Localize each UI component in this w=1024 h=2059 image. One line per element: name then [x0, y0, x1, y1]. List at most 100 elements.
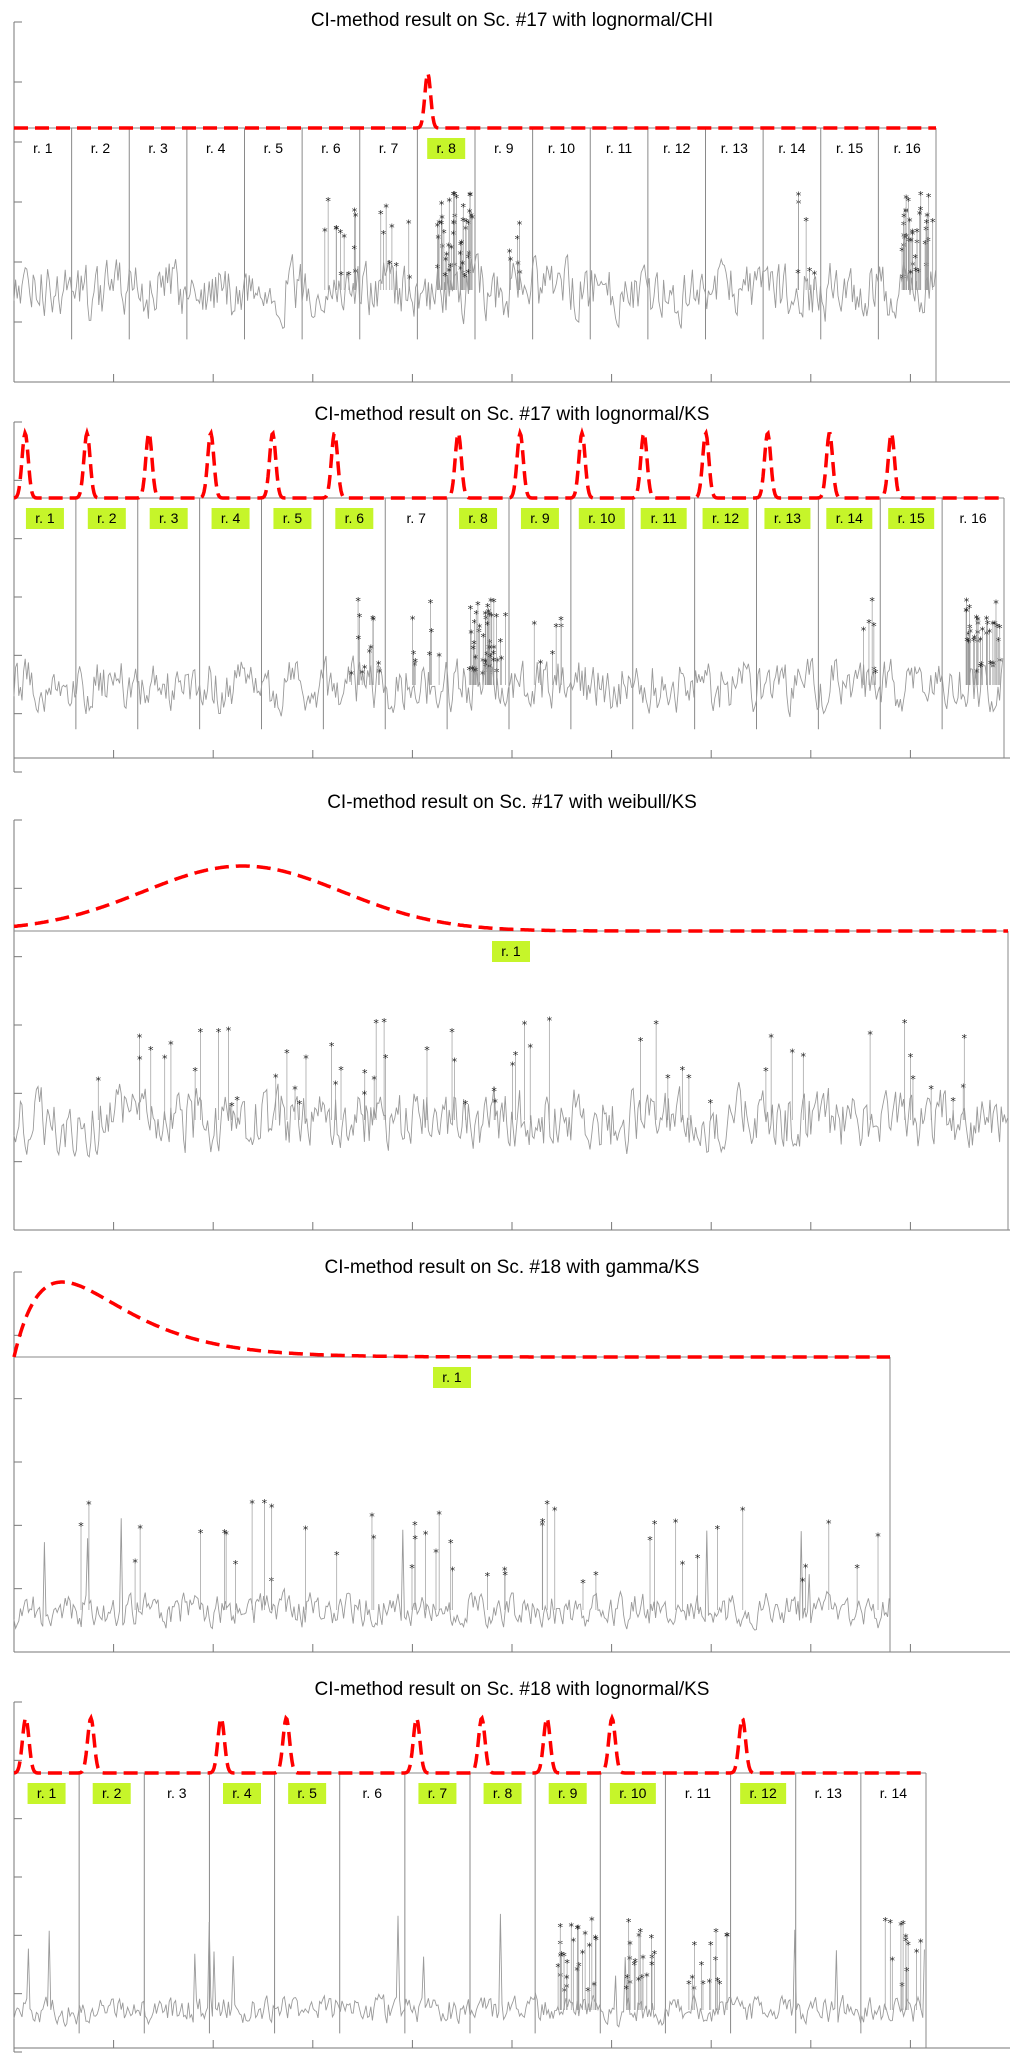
anomaly-marker: * [636, 1974, 642, 1987]
anomaly-marker: * [483, 660, 489, 673]
anomaly-marker: * [223, 1528, 229, 1541]
region-label: r. 10 [548, 140, 575, 156]
anomaly-marker: * [593, 1932, 599, 1945]
anomaly-marker: * [460, 258, 466, 271]
signal-series [13, 655, 1004, 718]
anomaly-marker: * [485, 1570, 491, 1583]
region-highlight [288, 1783, 327, 1804]
anomaly-marker: * [482, 656, 488, 669]
region-label: r. 13 [721, 140, 748, 156]
anomaly-marker: * [901, 211, 907, 224]
anomaly-marker: * [918, 204, 924, 217]
anomaly-marker: * [346, 269, 352, 282]
region-label: r. 14 [778, 140, 805, 156]
anomaly-marker: * [469, 212, 475, 225]
anomaly-marker: * [985, 618, 991, 631]
anomaly-marker: * [468, 628, 474, 641]
region-label: r. 4 [206, 140, 226, 156]
anomaly-marker: * [975, 618, 981, 631]
anomaly-marker: * [547, 1014, 553, 1027]
anomaly-marker: * [334, 1549, 340, 1562]
anomaly-marker: * [575, 1923, 581, 1936]
region-highlight [483, 1783, 522, 1804]
anomaly-marker: * [564, 1972, 570, 1985]
anomaly-marker: * [649, 1952, 655, 1965]
anomaly-marker: * [800, 1575, 806, 1588]
anomaly-marker: * [226, 1025, 232, 1038]
anomaly-marker: * [826, 1518, 832, 1531]
anomaly-marker: * [433, 1547, 439, 1560]
anomaly-marker: * [452, 189, 458, 202]
anomaly-marker: * [443, 254, 449, 267]
region-label: r. 8 [436, 140, 456, 156]
anomaly-marker: * [383, 1052, 389, 1065]
anomaly-marker: * [338, 1064, 344, 1077]
anomaly-marker: * [492, 1096, 498, 1109]
anomaly-marker: * [137, 1053, 143, 1066]
anomaly-marker: * [987, 627, 993, 640]
signal-series [13, 1913, 925, 2028]
anomaly-marker: * [975, 614, 981, 627]
anomaly-marker: * [409, 1562, 415, 1575]
region-label: r. 16 [894, 140, 921, 156]
anomaly-marker: * [494, 611, 500, 624]
anomaly-marker: * [192, 1065, 198, 1078]
anomaly-marker: * [487, 637, 493, 650]
anomaly-marker: * [912, 252, 918, 265]
anomaly-marker: * [967, 602, 973, 615]
anomaly-marker: * [297, 1098, 303, 1111]
anomaly-marker: * [502, 1569, 508, 1582]
anomaly-marker: * [582, 1928, 588, 1941]
anomaly-marker: * [904, 1965, 910, 1978]
anomaly-marker: * [411, 648, 417, 661]
anomaly-marker: * [162, 1053, 168, 1066]
region-label: r. 2 [97, 510, 117, 526]
anomaly-marker: * [406, 218, 412, 231]
anomaly-marker: * [467, 190, 473, 203]
anomaly-marker: * [488, 596, 494, 609]
anomaly-marker: * [979, 659, 985, 672]
region-label: r. 12 [750, 1785, 777, 1801]
anomaly-marker: * [964, 606, 970, 619]
anomaly-marker: * [644, 1971, 650, 1984]
anomaly-marker: * [472, 617, 478, 630]
anomaly-marker: * [448, 1537, 454, 1550]
anomaly-marker: * [869, 595, 875, 608]
anomaly-marker: * [491, 648, 497, 661]
anomaly-marker: * [371, 1533, 377, 1546]
anomaly-marker: * [378, 208, 384, 221]
anomaly-marker: * [790, 1047, 796, 1060]
anomaly-marker: * [593, 1569, 599, 1582]
anomaly-marker: * [429, 626, 435, 639]
anomaly-marker: * [890, 1955, 896, 1968]
anomaly-marker: * [555, 1961, 561, 1974]
anomaly-marker: * [964, 596, 970, 609]
region-label: r. 6 [321, 140, 341, 156]
anomaly-marker: * [487, 651, 493, 664]
anomaly-marker: * [962, 1032, 968, 1045]
anomaly-marker: * [284, 1047, 290, 1060]
anomaly-marker: * [580, 1947, 586, 1960]
anomaly-marker: * [724, 1930, 730, 1943]
anomaly-marker: * [713, 1926, 719, 1939]
anomaly-marker: * [559, 1949, 565, 1962]
distribution-curve [13, 426, 1004, 500]
anomaly-marker: * [903, 193, 909, 206]
anomaly-marker: * [383, 202, 389, 215]
anomaly-marker: * [407, 272, 413, 285]
anomaly-marker: * [717, 1978, 723, 1991]
anomaly-marker: * [558, 1921, 564, 1934]
anomaly-marker: * [692, 1939, 698, 1952]
anomaly-marker: * [444, 249, 450, 262]
anomaly-marker: * [435, 262, 441, 275]
region-label: r. 1 [35, 510, 55, 526]
anomaly-marker: * [707, 1977, 713, 1990]
anomaly-marker: * [561, 1950, 567, 1963]
anomaly-marker: * [466, 218, 472, 231]
anomaly-marker: * [559, 621, 565, 634]
region-highlight [702, 508, 749, 529]
anomaly-marker: * [466, 252, 472, 265]
region-label: r. 4 [221, 510, 241, 526]
chart-panel-3: CI-method result on Sc. #17 with weibull… [13, 792, 1010, 1231]
